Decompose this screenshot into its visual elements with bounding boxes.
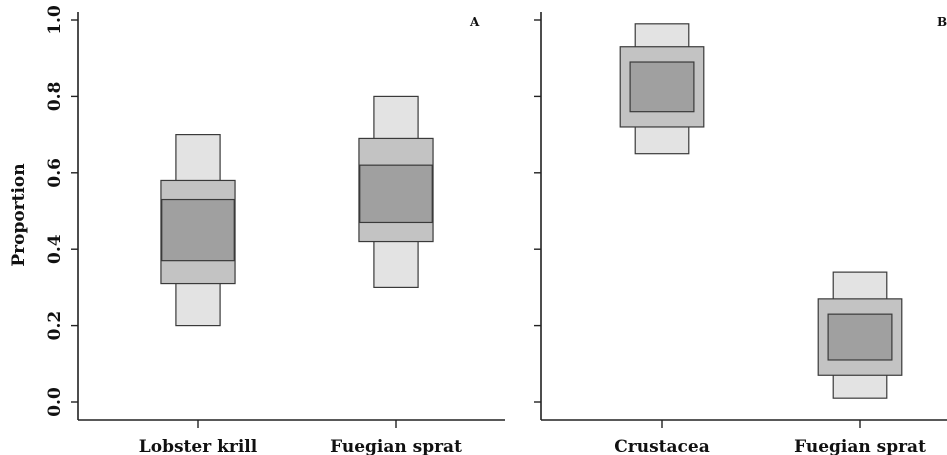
x-tick-label: Lobster krill [139,437,258,455]
panel-b: Crustacea Fuegian sprat B [534,12,947,455]
panel-a: 0.0 0.2 0.4 0.6 0.8 1.0 Lobster krill Fuegian s… [45,5,505,455]
y-tick-label: 0.2 [45,311,65,341]
panel-label: B [937,15,947,29]
interval-box-inner [161,198,235,262]
panel-label: A [469,15,480,29]
y-tick-label: 1.0 [45,5,65,35]
y-tick-label: 0.4 [45,234,65,264]
interval-box-inner [359,164,433,224]
y-tick-label: 0.8 [45,82,65,112]
x-tick-label: Fuegian sprat [794,437,926,455]
interval-box-inner [827,313,893,361]
interval-box-inner [629,61,695,113]
x-tick-label: Fuegian sprat [330,437,462,455]
y-tick-label: 0.0 [45,387,65,417]
y-tick-label: 0.6 [45,158,65,188]
x-tick-label: Crustacea [614,437,709,455]
y-axis-label: Proportion [9,163,29,266]
